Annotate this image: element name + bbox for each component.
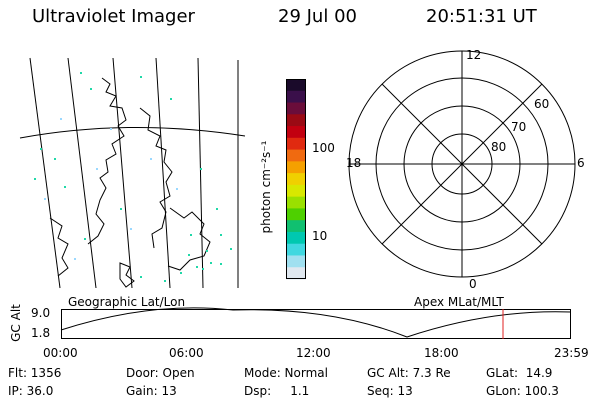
meridian-line (67, 57, 97, 289)
mode-status: Mode: Normal (244, 366, 328, 380)
colorbar-tick-100: 100 (312, 141, 335, 155)
meridian-line (112, 57, 133, 289)
colorbar-segment (286, 102, 306, 115)
timeline-tick-1200: 12:00 (296, 346, 331, 360)
geographic-latitude: GLat: 14.9 (486, 366, 553, 380)
polar-lat-70: 70 (511, 120, 527, 134)
polar-label-12: 12 (466, 48, 482, 62)
timeline-tick-0000: 00:00 (43, 346, 78, 360)
polar-lat-60: 60 (534, 97, 550, 111)
coastline (139, 107, 173, 249)
colorbar-segment (286, 126, 306, 139)
altitude-timeline (60, 307, 572, 339)
door-status: Door: Open (126, 366, 195, 380)
meridian-line (155, 57, 171, 289)
colorbar-segment (286, 137, 306, 151)
coastline (87, 77, 127, 245)
timeline-tick-1800: 18:00 (424, 346, 459, 360)
timeline-tick-0600: 06:00 (169, 346, 204, 360)
altitude-curve (60, 307, 572, 338)
polar-grid (348, 50, 576, 278)
colorbar-segment (286, 267, 306, 280)
gain-value: Gain: 13 (126, 384, 177, 398)
timeline-y-min: 1.8 (31, 326, 51, 340)
time-label: 20:51:31 UT (426, 6, 537, 27)
colorbar-unit-label: photon cm⁻²s⁻¹ (259, 140, 273, 234)
geographic-longitude: GLon: 100.3 (486, 384, 559, 398)
instrument-title: Ultraviolet Imager (32, 6, 195, 27)
meridian-line (29, 57, 61, 289)
colorbar-frame (286, 79, 306, 279)
intensity-colorbar (286, 79, 306, 280)
coastline (119, 262, 135, 288)
polar-label-18: 18 (346, 156, 362, 170)
dsp-value: Dsp: 1.1 (244, 384, 310, 398)
latitude-line (19, 127, 246, 139)
ip-value: IP: 36.0 (8, 384, 54, 398)
colorbar-segment (286, 149, 306, 162)
colorbar-segment (286, 173, 306, 186)
timeline-frame (61, 309, 571, 339)
geographic-map (19, 57, 246, 289)
colorbar-segment (286, 184, 306, 198)
colorbar-segment (286, 231, 306, 245)
colorbar-segment (286, 90, 306, 104)
sequence-number: Seq: 13 (367, 384, 413, 398)
flight-number: Flt: 1356 (8, 366, 62, 380)
colorbar-segment (286, 161, 306, 174)
polar-label-6: 6 (577, 156, 585, 170)
colorbar-segment (286, 79, 306, 92)
timeline-tick-2359: 23:59 (554, 346, 589, 360)
polar-diagonal (381, 83, 543, 245)
gc-altitude: GC Alt: 7.3 Re (367, 366, 451, 380)
polar-label-0: 0 (469, 277, 477, 291)
timeline-y-max: 9.0 (31, 306, 51, 320)
colorbar-tick-10: 10 (312, 229, 328, 243)
coastline (49, 217, 69, 277)
colorbar-segment (286, 255, 306, 268)
timeline-right-title: Apex MLat/MLT (414, 295, 504, 309)
polar-lat-80: 80 (491, 140, 507, 154)
meridian-line (197, 57, 204, 289)
colorbar-segment (286, 220, 306, 233)
colorbar-segment (286, 114, 306, 127)
colorbar-segment (286, 243, 306, 256)
colorbar-segment (286, 196, 306, 209)
timeline-left-title: Geographic Lat/Lon (68, 295, 186, 309)
timeline-axis-label: GC Alt (9, 304, 23, 342)
colorbar-segment (286, 208, 306, 221)
coastline (167, 207, 211, 271)
date-label: 29 Jul 00 (278, 6, 357, 27)
